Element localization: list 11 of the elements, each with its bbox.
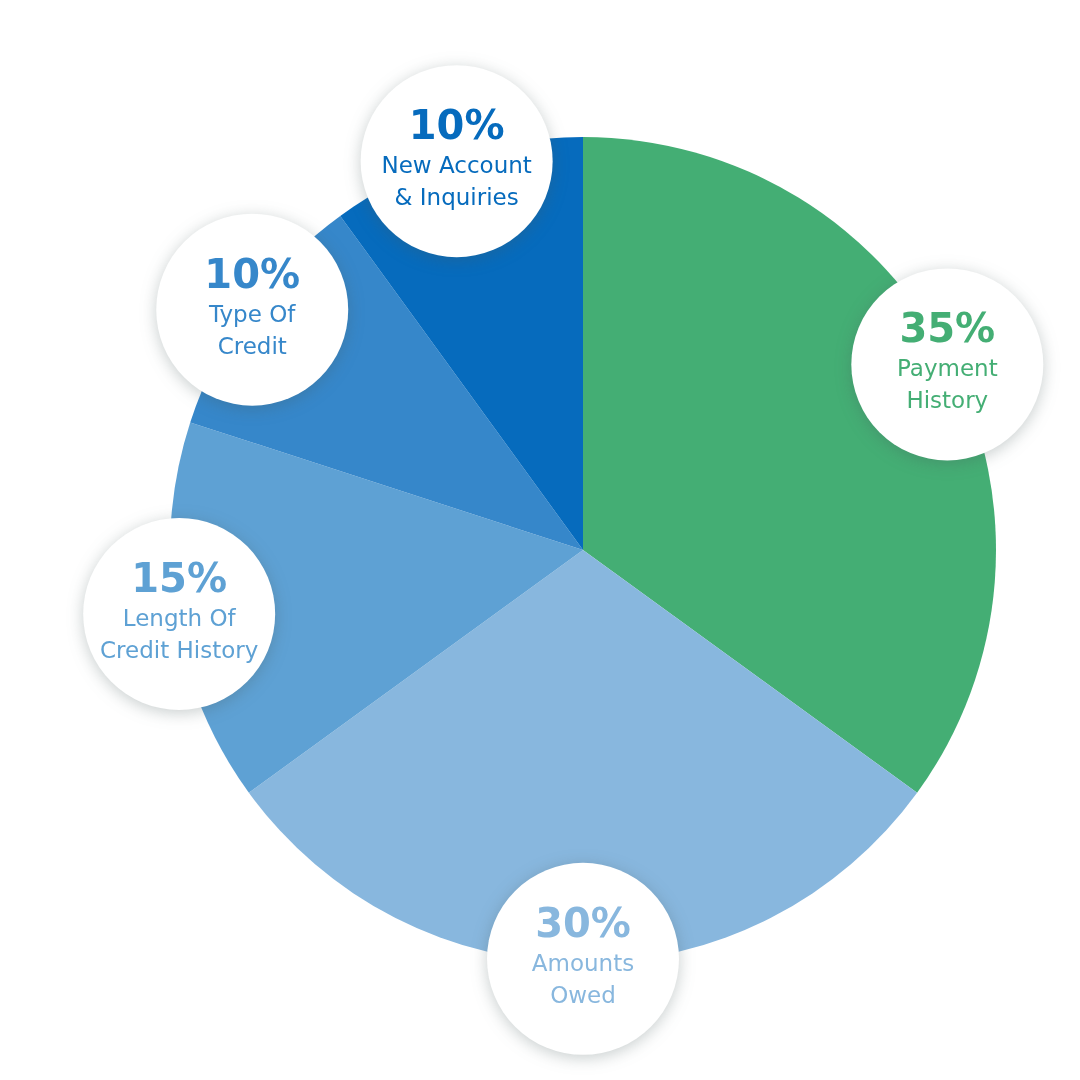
data-label: 30%	[535, 899, 631, 946]
slice-label: Amounts Owed	[531, 949, 635, 1008]
slice-label: New Account & Inquiries	[381, 152, 532, 211]
data-label: 10%	[204, 250, 301, 297]
data-label: 10%	[408, 102, 505, 149]
slice-label: Length Of Credit History	[100, 604, 259, 663]
slice-label: Type Of Credit	[208, 300, 297, 359]
pie-slice	[583, 137, 996, 793]
data-label: 35%	[899, 305, 996, 352]
data-label: 15%	[131, 554, 228, 601]
slice-label: Payment History	[896, 355, 998, 414]
